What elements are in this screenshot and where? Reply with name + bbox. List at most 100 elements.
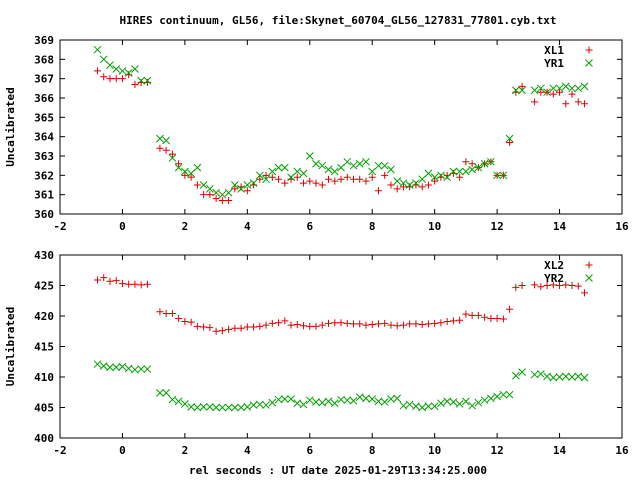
data-point-xl2 (162, 310, 170, 318)
x-tick-label: 12 (490, 444, 503, 457)
y-tick-label: 360 (34, 208, 54, 221)
data-point-yr1 (243, 181, 252, 189)
data-point-xl2 (499, 315, 507, 323)
data-point-xl1 (581, 100, 589, 108)
data-point-xl2 (387, 321, 395, 329)
data-point-xl2 (131, 280, 139, 288)
data-point-xl1 (562, 100, 570, 108)
data-point-yr1 (493, 171, 501, 180)
y-tick-label: 368 (34, 53, 54, 66)
data-point-yr2 (218, 403, 227, 412)
data-point-yr2 (99, 362, 108, 370)
x-tick-label: 10 (428, 220, 441, 233)
y-tick-label: 366 (34, 92, 54, 105)
data-point-yr1 (568, 84, 576, 93)
data-point-xl2 (200, 323, 208, 331)
data-point-xl1 (156, 144, 164, 152)
data-point-xl2 (443, 317, 451, 325)
data-point-yr2 (449, 398, 458, 406)
data-point-xl2 (318, 321, 326, 329)
data-point-yr1 (137, 76, 146, 85)
y-tick-label: 367 (34, 73, 54, 86)
data-point-yr2 (268, 398, 277, 407)
data-point-yr1 (380, 161, 389, 170)
data-point-yr2 (93, 360, 102, 369)
data-point-yr1 (343, 157, 352, 166)
x-tick-label: 14 (553, 444, 567, 457)
data-point-xl2 (556, 282, 564, 289)
data-point-yr1 (349, 161, 358, 170)
data-point-xl2 (237, 324, 245, 332)
data-point-xl1 (168, 150, 176, 158)
data-point-xl2 (187, 318, 195, 326)
data-point-yr1 (530, 86, 539, 95)
data-point-yr1 (187, 169, 195, 178)
data-point-yr1 (162, 136, 171, 145)
legend-marker-yr1 (585, 59, 593, 67)
data-point-xl2 (343, 319, 351, 327)
x-tick-label: 2 (182, 220, 189, 233)
y-tick-label: 410 (34, 371, 54, 384)
data-point-xl1 (231, 185, 239, 193)
data-point-yr2 (568, 373, 576, 381)
data-point-yr1 (237, 185, 245, 193)
data-point-xl2 (250, 323, 258, 331)
chart-panel-2: -2 0 2 4 6 8 10 12 14 16 400 405 410 415 420 425 430 Unca… (4, 249, 629, 457)
data-point-xl2 (256, 322, 264, 330)
data-point-xl2 (349, 320, 357, 328)
data-point-xl2 (418, 321, 426, 329)
data-point-yr1 (299, 169, 308, 178)
y-tick-label: 430 (34, 249, 54, 262)
data-point-xl1 (387, 181, 395, 189)
data-point-yr2 (343, 396, 352, 405)
data-point-xl2 (243, 323, 251, 331)
data-point-yr1 (312, 159, 320, 168)
data-point-xl2 (356, 320, 364, 328)
data-point-yr2 (274, 395, 283, 404)
y-tick-label: 425 (34, 280, 54, 293)
data-point-yr1 (287, 173, 295, 182)
data-point-yr1 (368, 167, 377, 176)
legend-label-xl2: XL2 (544, 259, 564, 272)
data-point-yr1 (555, 84, 564, 93)
data-point-yr1 (249, 179, 258, 187)
data-point-yr2 (143, 365, 152, 373)
x-tick-label: 4 (244, 444, 251, 457)
x-tick-label: 10 (428, 444, 441, 457)
data-point-yr1 (93, 45, 102, 54)
data-point-yr1 (474, 163, 483, 172)
y-tick-label: 415 (34, 341, 54, 354)
x-tick-label: 8 (369, 444, 376, 457)
data-point-xl2 (93, 276, 101, 284)
data-point-yr2 (131, 365, 139, 374)
data-point-yr1 (355, 159, 364, 168)
x-tick-label: 16 (615, 444, 629, 457)
data-point-yr2 (312, 398, 320, 406)
data-point-yr2 (330, 399, 339, 408)
data-point-yr1 (430, 173, 439, 182)
data-point-yr1 (199, 181, 208, 189)
data-point-xl1 (293, 173, 301, 181)
data-point-yr2 (412, 402, 420, 411)
data-point-yr2 (443, 397, 452, 406)
data-point-xl2 (493, 314, 501, 322)
data-point-yr2 (199, 403, 208, 411)
data-point-xl1 (468, 160, 476, 168)
data-point-xl2 (549, 281, 557, 289)
legend-marker-xl2 (585, 261, 593, 269)
data-point-xl2 (487, 314, 495, 322)
data-point-yr1 (536, 84, 545, 93)
data-point-yr1 (206, 185, 214, 193)
data-point-xl1 (374, 187, 382, 195)
data-point-yr1 (324, 165, 333, 174)
data-point-yr1 (505, 134, 514, 143)
data-point-xl2 (368, 321, 376, 329)
data-point-xl1 (225, 196, 233, 204)
data-point-xl2 (399, 321, 407, 329)
data-point-xl2 (112, 277, 120, 285)
data-point-yr1 (118, 67, 127, 75)
data-point-yr2 (399, 401, 408, 410)
data-point-yr2 (555, 373, 564, 381)
data-point-xl2 (543, 282, 551, 289)
data-point-xl1 (506, 138, 514, 146)
